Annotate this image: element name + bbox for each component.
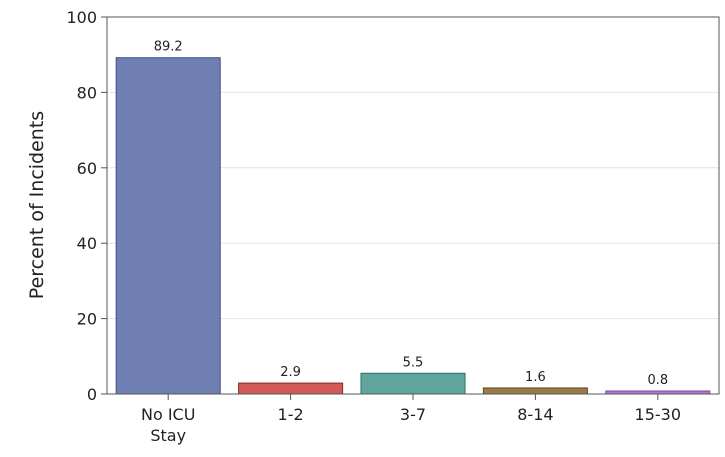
x-tick-label: 8-14 (517, 405, 553, 424)
value-label: 5.5 (403, 355, 424, 370)
y-axis-title: Percent of Incidents (26, 111, 48, 299)
x-axis-ticks: No ICU Stay 1-2 3-7 8-14 15-30 (141, 394, 681, 445)
y-axis-ticks: 0 20 40 60 80 100 (66, 8, 107, 404)
y-tick-label: 0 (87, 385, 97, 404)
value-label: 0.8 (647, 373, 668, 388)
bar (482, 387, 588, 395)
bar (238, 382, 344, 395)
value-label: 89.2 (154, 40, 183, 55)
value-labels: 89.2 2.9 5.5 1.6 0.8 (154, 40, 668, 388)
bar (115, 57, 221, 395)
y-tick-label: 40 (77, 234, 97, 253)
y-tick-label: 80 (77, 83, 97, 102)
x-tick-label: 1-2 (278, 405, 304, 424)
x-tick-label: No ICU Stay (141, 405, 195, 445)
y-tick-label: 100 (66, 8, 97, 27)
y-tick-label: 20 (77, 310, 97, 329)
y-tick-label: 60 (77, 159, 97, 178)
x-tick-label: 15-30 (635, 405, 682, 424)
value-label: 2.9 (280, 365, 301, 380)
value-label: 1.6 (525, 370, 546, 385)
bar (360, 372, 466, 395)
x-tick-label: 3-7 (400, 405, 426, 424)
